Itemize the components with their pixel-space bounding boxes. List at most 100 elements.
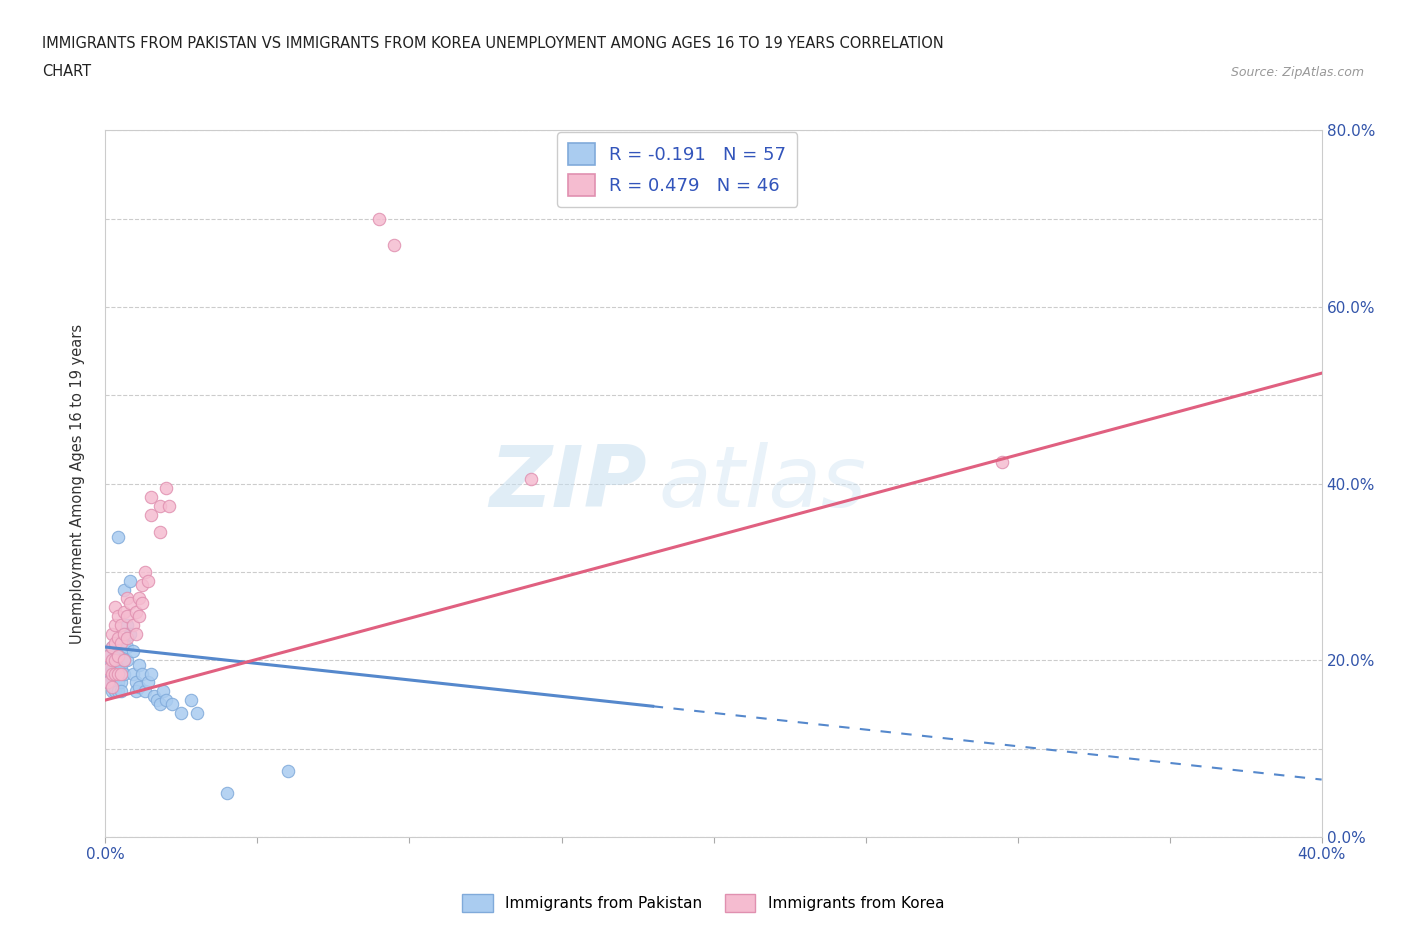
Point bbox=[107, 662, 129, 677]
Point bbox=[155, 481, 177, 496]
Point bbox=[128, 591, 150, 606]
Point bbox=[128, 658, 150, 672]
Point bbox=[97, 666, 120, 681]
Point bbox=[277, 764, 299, 778]
Point bbox=[97, 648, 120, 663]
Point bbox=[149, 698, 172, 712]
Point bbox=[107, 648, 129, 663]
Point bbox=[121, 618, 143, 632]
Point bbox=[103, 666, 125, 681]
Point bbox=[103, 675, 125, 690]
Point bbox=[103, 658, 125, 672]
Point bbox=[128, 679, 150, 694]
Point bbox=[149, 525, 172, 539]
Point bbox=[115, 640, 138, 655]
Point bbox=[112, 653, 135, 668]
Point bbox=[100, 679, 122, 694]
Point bbox=[110, 666, 132, 681]
Point bbox=[134, 684, 156, 698]
Point bbox=[112, 653, 135, 668]
Point bbox=[125, 604, 148, 619]
Point bbox=[103, 600, 125, 615]
Point bbox=[125, 684, 148, 698]
Point bbox=[107, 666, 129, 681]
Point bbox=[112, 627, 135, 642]
Point bbox=[139, 507, 162, 522]
Point bbox=[100, 640, 122, 655]
Point bbox=[991, 454, 1014, 469]
Point bbox=[110, 618, 132, 632]
Point bbox=[107, 675, 129, 690]
Point bbox=[103, 618, 125, 632]
Legend: Immigrants from Pakistan, Immigrants from Korea: Immigrants from Pakistan, Immigrants fro… bbox=[456, 888, 950, 918]
Point bbox=[118, 573, 141, 589]
Text: atlas: atlas bbox=[659, 442, 868, 525]
Point bbox=[136, 573, 159, 589]
Point bbox=[134, 565, 156, 579]
Point bbox=[103, 653, 125, 668]
Point bbox=[112, 635, 135, 650]
Point bbox=[118, 627, 141, 642]
Point bbox=[103, 684, 125, 698]
Point bbox=[112, 582, 135, 597]
Point bbox=[368, 211, 391, 226]
Point bbox=[217, 785, 239, 800]
Point bbox=[100, 627, 122, 642]
Point bbox=[115, 631, 138, 645]
Point bbox=[131, 666, 153, 681]
Point bbox=[103, 653, 125, 668]
Point bbox=[110, 662, 132, 677]
Point bbox=[103, 635, 125, 650]
Point bbox=[146, 693, 169, 708]
Point bbox=[131, 595, 153, 610]
Point bbox=[107, 631, 129, 645]
Point bbox=[110, 635, 132, 650]
Point bbox=[115, 618, 138, 632]
Point bbox=[100, 684, 122, 698]
Point bbox=[107, 609, 129, 624]
Point bbox=[107, 684, 129, 698]
Point bbox=[121, 644, 143, 659]
Point bbox=[110, 684, 132, 698]
Point bbox=[162, 698, 184, 712]
Point bbox=[520, 472, 543, 486]
Point bbox=[100, 653, 122, 668]
Point bbox=[115, 591, 138, 606]
Point bbox=[125, 627, 148, 642]
Point bbox=[136, 675, 159, 690]
Point bbox=[180, 693, 202, 708]
Point bbox=[110, 675, 132, 690]
Point bbox=[155, 693, 177, 708]
Point bbox=[152, 684, 174, 698]
Point bbox=[115, 609, 138, 624]
Point bbox=[139, 489, 162, 504]
Point bbox=[100, 679, 122, 694]
Point bbox=[157, 498, 180, 513]
Point bbox=[107, 648, 129, 663]
Point bbox=[97, 675, 120, 690]
Point bbox=[110, 640, 132, 655]
Point bbox=[143, 688, 166, 703]
Point bbox=[100, 666, 122, 681]
Point bbox=[107, 529, 129, 544]
Point bbox=[186, 706, 208, 721]
Legend: R = -0.191   N = 57, R = 0.479   N = 46: R = -0.191 N = 57, R = 0.479 N = 46 bbox=[557, 132, 797, 206]
Point bbox=[100, 671, 122, 685]
Point bbox=[139, 666, 162, 681]
Point bbox=[115, 653, 138, 668]
Point bbox=[100, 653, 122, 668]
Point bbox=[128, 609, 150, 624]
Text: CHART: CHART bbox=[42, 64, 91, 79]
Point bbox=[149, 498, 172, 513]
Point bbox=[97, 662, 120, 677]
Point bbox=[97, 675, 120, 690]
Point bbox=[118, 595, 141, 610]
Text: IMMIGRANTS FROM PAKISTAN VS IMMIGRANTS FROM KOREA UNEMPLOYMENT AMONG AGES 16 TO : IMMIGRANTS FROM PAKISTAN VS IMMIGRANTS F… bbox=[42, 36, 943, 51]
Point bbox=[112, 604, 135, 619]
Point bbox=[121, 666, 143, 681]
Point bbox=[107, 635, 129, 650]
Point bbox=[170, 706, 193, 721]
Point bbox=[103, 666, 125, 681]
Point bbox=[100, 662, 122, 677]
Point bbox=[103, 644, 125, 659]
